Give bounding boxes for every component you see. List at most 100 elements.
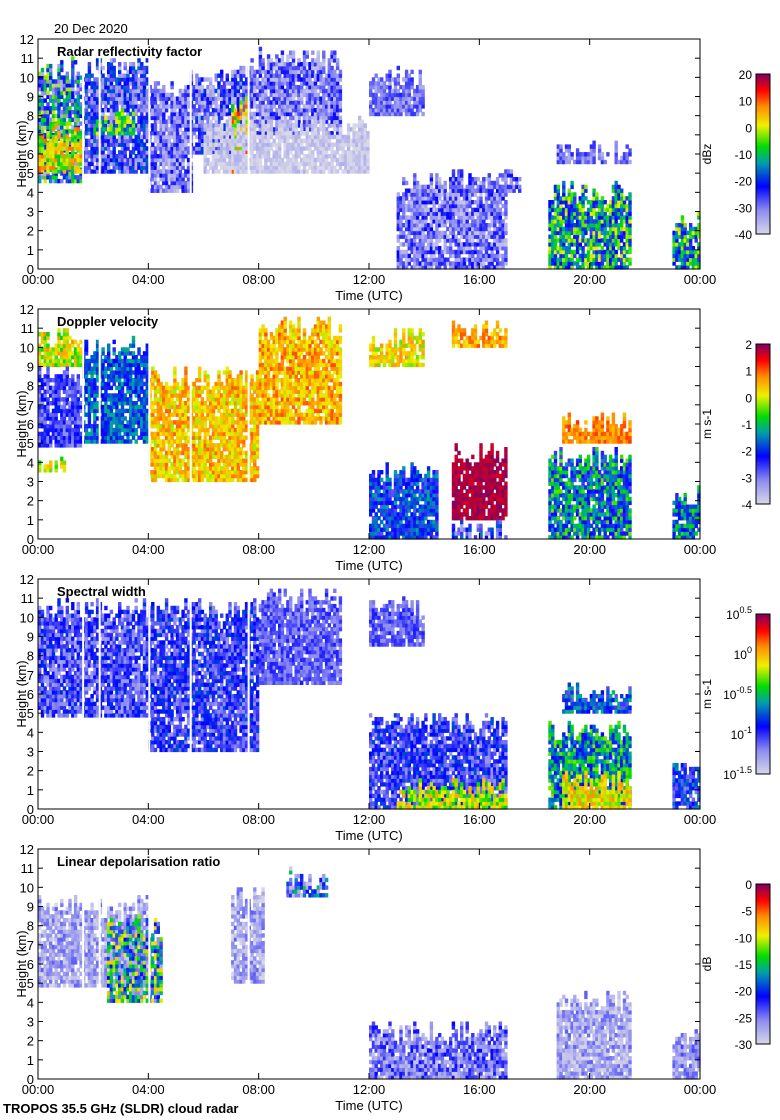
- radar-cell: [90, 74, 93, 78]
- radar-cell: [126, 143, 129, 147]
- radar-cell: [468, 246, 471, 250]
- radar-cell: [419, 70, 422, 74]
- radar-cell: [559, 204, 562, 208]
- radar-cell: [223, 158, 226, 162]
- radar-cell: [308, 146, 311, 150]
- radar-cell: [424, 254, 427, 258]
- radar-cell: [44, 87, 47, 91]
- radar-cell: [212, 146, 215, 150]
- radar-cell: [581, 204, 584, 208]
- radar-cell: [375, 93, 378, 97]
- radar-cell: [129, 135, 132, 139]
- radar-cell: [336, 169, 339, 173]
- radar-cell: [237, 120, 240, 124]
- radar-cell: [369, 104, 372, 108]
- radar-cell: [366, 150, 369, 154]
- radar-cell: [388, 100, 391, 104]
- radar-cell: [592, 148, 595, 152]
- radar-cell: [559, 144, 562, 148]
- radar-cell: [49, 64, 52, 68]
- radar-cell: [330, 66, 333, 70]
- radar-cell: [228, 120, 231, 124]
- radar-cell: [568, 189, 571, 193]
- radar-cell: [620, 189, 623, 193]
- radar-cell: [397, 89, 400, 93]
- radar-cell: [270, 123, 273, 127]
- radar-cell: [617, 185, 620, 189]
- radar-cell: [52, 127, 55, 131]
- radar-cell: [110, 123, 113, 127]
- radar-cell: [314, 81, 317, 85]
- radar-cell: [576, 250, 579, 254]
- radar-cell: [71, 83, 74, 87]
- radar-cell: [317, 58, 320, 62]
- radar-cell: [405, 250, 408, 254]
- radar-cell: [620, 238, 623, 242]
- radar-cell: [49, 75, 52, 79]
- radar-cell: [226, 104, 229, 108]
- radar-cell: [452, 215, 455, 219]
- radar-cell: [562, 181, 565, 185]
- radar-cell: [424, 215, 427, 219]
- radar-cell: [250, 150, 253, 154]
- radar-cell: [132, 62, 135, 66]
- radar-cell: [410, 85, 413, 89]
- radar-cell: [165, 181, 168, 185]
- radar-cell: [41, 143, 44, 147]
- radar-cell: [74, 60, 77, 64]
- radar-cell: [88, 70, 91, 74]
- radar-cell: [322, 127, 325, 131]
- radar-cell: [176, 131, 179, 135]
- radar-cell: [581, 208, 584, 212]
- radar-cell: [184, 143, 187, 147]
- radar-cell: [300, 150, 303, 154]
- radar-cell: [598, 235, 601, 239]
- radar-cell: [77, 72, 80, 76]
- radar-cell: [405, 196, 408, 200]
- radar-cell: [604, 212, 607, 216]
- radar-cell: [85, 146, 88, 150]
- radar-cell: [325, 131, 328, 135]
- radar-cell: [399, 112, 402, 116]
- radar-cell: [124, 62, 127, 66]
- radar-cell: [620, 192, 623, 196]
- radar-cell: [366, 154, 369, 158]
- radar-cell: [170, 85, 173, 89]
- radar-cell: [595, 196, 598, 200]
- radar-cell: [551, 204, 554, 208]
- radar-cell: [206, 169, 209, 173]
- radar-cell: [60, 68, 63, 72]
- radar-cell: [297, 74, 300, 78]
- radar-cell: [499, 215, 502, 219]
- radar-cell: [253, 123, 256, 127]
- radar-cell: [584, 196, 587, 200]
- radar-cell: [628, 223, 631, 227]
- radar-cell: [308, 77, 311, 81]
- radar-cell: [41, 68, 44, 72]
- radar-cell: [38, 179, 41, 183]
- radar-cell: [620, 212, 623, 216]
- radar-cell: [124, 154, 127, 158]
- radar-cell: [408, 235, 411, 239]
- radar-cell: [237, 89, 240, 93]
- radar-cell: [121, 112, 124, 116]
- radar-cell: [242, 123, 245, 127]
- radar-cell: [250, 58, 253, 62]
- radar-cell: [510, 173, 513, 177]
- radar-cell: [261, 123, 264, 127]
- radar-cell: [623, 254, 626, 258]
- radar-cell: [57, 72, 60, 76]
- radar-cell: [292, 54, 295, 58]
- radar-quicklook: 20 Dec 2020 TROPOS 35.5 GHz (SLDR) cloud…: [0, 0, 780, 1120]
- radar-cell: [504, 212, 507, 216]
- radar-cell: [419, 81, 422, 85]
- radar-cell: [242, 74, 245, 78]
- radar-cell: [559, 148, 562, 152]
- radar-cell: [490, 189, 493, 193]
- radar-cell: [231, 146, 234, 150]
- radar-cell: [612, 246, 615, 250]
- radar-cell: [322, 70, 325, 74]
- radar-cell: [237, 127, 240, 131]
- radar-cell: [438, 181, 441, 185]
- radar-cell: [206, 116, 209, 120]
